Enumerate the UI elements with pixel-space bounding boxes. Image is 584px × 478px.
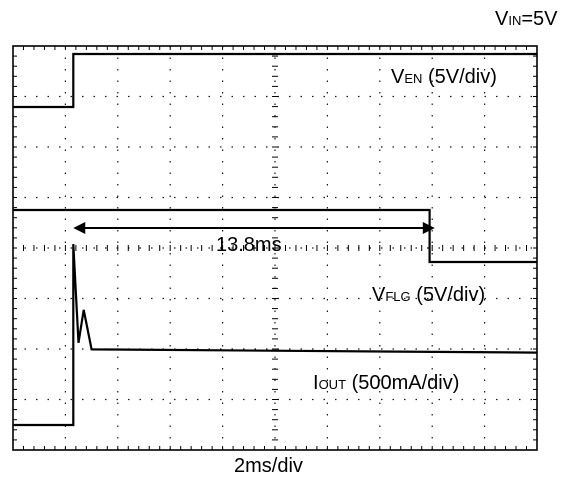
- vin-label: VIN=5V: [495, 8, 558, 30]
- channel-label-vflg: VFLG (5V/div): [372, 284, 486, 306]
- delay-arrow-head-right: [422, 222, 435, 234]
- trace-iout: [13, 244, 538, 427]
- channel-label-iout: IOUT (500mA/div): [313, 372, 460, 394]
- trace-vflg: [13, 208, 537, 264]
- channel-label-ven: VEN (5V/div): [391, 66, 497, 88]
- delay-arrow: [73, 222, 435, 234]
- trace-ven: [13, 52, 537, 109]
- traces: [13, 52, 538, 427]
- timebase-label: 2ms/div: [234, 455, 303, 477]
- delay-label: 13.8ms: [216, 234, 282, 256]
- graticule: [13, 46, 537, 450]
- delay-arrow-head-left: [73, 222, 86, 234]
